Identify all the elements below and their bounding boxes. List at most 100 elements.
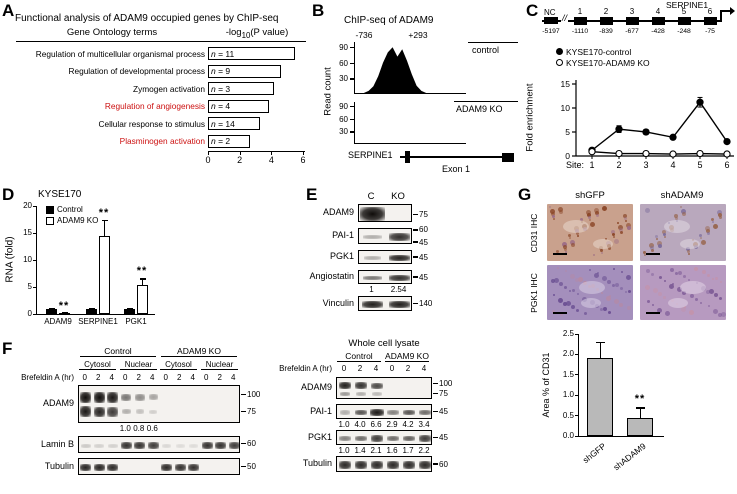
stain-dot	[552, 310, 555, 313]
mw-marker: 45	[413, 272, 428, 282]
time-label: 2	[217, 373, 222, 382]
bar-serpine1-ko	[99, 235, 110, 314]
significance-label: **	[98, 206, 110, 219]
marker-tick	[413, 241, 418, 243]
tissue-lumen	[563, 220, 589, 233]
band-quantification: 1	[369, 285, 374, 294]
protein-band	[93, 391, 105, 403]
site-number: 3	[629, 7, 635, 16]
stain-dot	[594, 273, 599, 278]
pvalue-column-header: -log10(P value)	[225, 27, 289, 40]
stain-dot	[549, 206, 551, 208]
fraction-header: Cytosol	[160, 360, 197, 370]
group-header-control: Control	[80, 346, 156, 357]
marker-tick	[241, 393, 246, 396]
go-n-label: n = 11	[211, 48, 235, 59]
stain-dot	[568, 234, 571, 237]
protein-band	[93, 406, 105, 418]
stain-dot	[651, 273, 654, 276]
y-tick	[33, 259, 36, 261]
site-position: -1110	[571, 28, 589, 35]
stain-dot	[712, 221, 714, 223]
protein-band	[174, 463, 186, 472]
stain-dot	[678, 271, 682, 275]
peak-shape	[359, 47, 431, 94]
category-label: SERPINE1	[78, 317, 118, 326]
band-quantification: 0.8	[133, 424, 145, 433]
blot-pai-1	[336, 404, 432, 419]
go-n-label: n = 3	[211, 83, 231, 94]
stain-dot	[602, 206, 607, 211]
go-term-label: Cellular response to stimulus	[98, 118, 205, 129]
blot-row-label: PAI-1	[332, 230, 354, 240]
treatment-label: Brefeldin A (hr)	[279, 364, 332, 373]
protein-band	[120, 441, 132, 450]
go-table-header: Gene Ontology terms -log10(P value)	[16, 27, 306, 42]
legend-label: Control	[57, 205, 83, 214]
stain-dot	[615, 283, 619, 287]
panel-c-label: C	[526, 1, 539, 20]
stain-dot	[718, 313, 722, 317]
stain-dot	[571, 305, 575, 309]
y-tick-label: 30	[339, 74, 348, 84]
stain-dot	[675, 272, 678, 275]
protein-band	[403, 435, 415, 442]
go-bar: n = 14	[208, 117, 260, 131]
protein-band	[107, 392, 119, 403]
time-label: 0	[389, 364, 395, 373]
time-label: 0	[163, 373, 168, 382]
stain-dot	[644, 254, 646, 256]
data-point	[642, 149, 650, 158]
nc-position: -5197	[542, 28, 560, 35]
site-box-2	[599, 17, 613, 25]
y-tick-label: 20	[23, 201, 32, 210]
time-label: 4	[150, 373, 155, 382]
blot-row-label: ADAM9	[322, 207, 354, 217]
go-term-row: Plasminogen activation n = 2	[16, 133, 306, 151]
protein-band	[363, 256, 382, 260]
stain-dot	[608, 247, 611, 250]
marker-value: 50	[247, 462, 256, 471]
pvalue-axis: 0 2 4 6	[205, 151, 306, 165]
group-header-control: Control	[337, 351, 381, 362]
stain-dot	[659, 276, 662, 279]
marker-value: 140	[419, 299, 433, 308]
protein-band	[388, 301, 411, 308]
site-box-4	[651, 17, 665, 25]
category-label: PGK1	[125, 317, 147, 326]
stain-dot	[688, 279, 690, 281]
stain-dot	[614, 239, 619, 244]
site-box-3	[625, 17, 639, 25]
y-tick-label: 5	[565, 127, 570, 137]
stain-dot	[575, 278, 579, 282]
site-position: -75	[705, 28, 715, 35]
protein-band	[370, 382, 384, 389]
blot-pgk1	[336, 430, 432, 445]
y-tick	[33, 205, 36, 207]
protein-band	[189, 443, 199, 448]
tissue-lumen	[593, 239, 613, 249]
error-bar-cap	[101, 219, 108, 221]
band-quantification: 2.9	[386, 420, 398, 429]
band-quantification: 0.6	[146, 424, 158, 433]
y-tick-label: 60	[339, 114, 348, 124]
stain-dot	[602, 276, 607, 281]
panel-f: F Control ADAM9 KO Cytosol Nuclear Cytosol Nu…	[0, 338, 500, 494]
enrichment-line-chart: 0 5 10 15 Site: 1 2 3 4 5 6	[561, 79, 734, 170]
stain-dot	[686, 247, 690, 251]
scale-bar	[553, 312, 567, 314]
marker-value: 75	[439, 389, 448, 398]
stain-dot	[658, 292, 662, 296]
band-quantification: 1.0	[338, 420, 350, 429]
site-position: -248	[677, 28, 691, 35]
stain-dot	[601, 292, 603, 294]
stain-dot	[700, 237, 702, 239]
stain-dot	[586, 210, 591, 215]
stain-dot	[657, 308, 662, 313]
site-box-1	[573, 17, 587, 25]
fraction-header: Nuclear	[120, 360, 157, 370]
stain-dot	[626, 223, 631, 228]
error-bar-cap	[48, 308, 55, 310]
protein-band	[355, 391, 367, 396]
stain-dot	[652, 304, 654, 306]
